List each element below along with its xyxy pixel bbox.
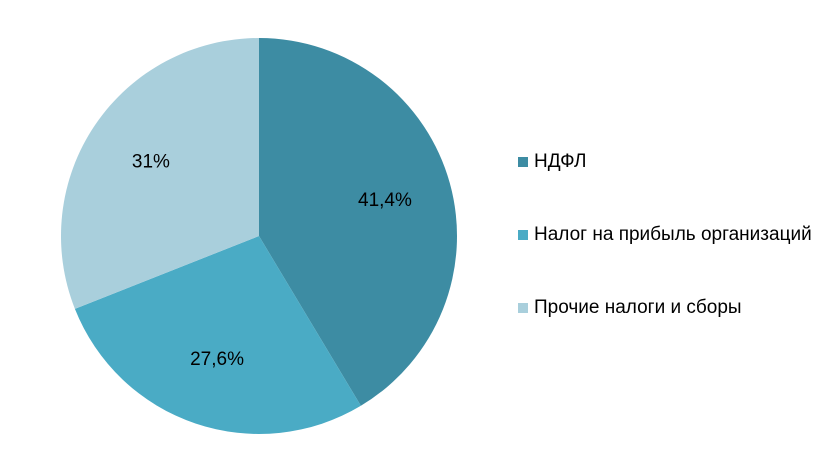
legend-label-other-taxes: Прочие налоги и сборы: [534, 297, 742, 318]
data-label-ndfl: 41,4%: [358, 190, 412, 211]
legend-item-other-taxes: Прочие налоги и сборы: [518, 294, 830, 322]
legend-swatch-profit-tax: [518, 230, 528, 240]
pie-slice-other-taxes: [60, 38, 259, 309]
legend-swatch-ndfl: [518, 157, 528, 167]
legend-swatch-other-taxes: [518, 303, 528, 313]
data-label-profit-tax: 27,6%: [190, 349, 244, 370]
pie-slice-ndfl: [259, 38, 458, 406]
pie-slices: [60, 38, 458, 434]
pie-slice-profit-tax: [74, 236, 361, 434]
legend-label-ndfl: НДФЛ: [534, 151, 587, 172]
data-label-other-taxes: 31%: [132, 152, 170, 173]
legend-item-profit-tax: Налог на прибыль организаций: [518, 221, 830, 249]
legend-item-ndfl: НДФЛ: [518, 148, 830, 176]
legend: НДФЛ Налог на прибыль организаций Прочие…: [518, 148, 830, 367]
legend-label-profit-tax: Налог на прибыль организаций: [534, 224, 812, 245]
pie-data-labels: 41,4% 27,6% 31%: [132, 152, 412, 370]
